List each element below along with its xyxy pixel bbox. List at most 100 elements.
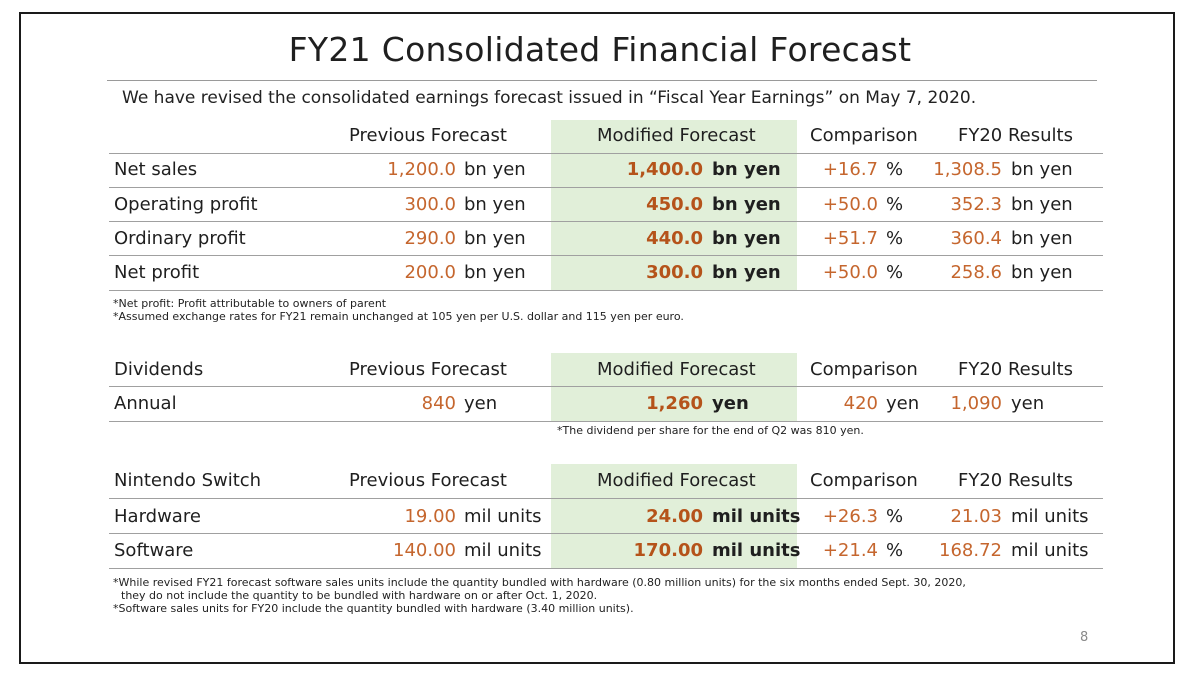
fy20-unit: bn yen	[1011, 194, 1073, 215]
modified-value: 450.0	[646, 194, 703, 215]
comparison-value: +50.0	[822, 194, 878, 215]
previous-unit: bn yen	[464, 262, 526, 283]
previous-unit: bn yen	[464, 194, 526, 215]
header-fy20-results: FY20 Results	[958, 359, 1073, 380]
row-label: Operating profit	[114, 194, 258, 215]
footnote: they do not include the quantity to be b…	[121, 589, 598, 602]
slide-title: FY21 Consolidated Financial Forecast	[288, 30, 912, 69]
modified-value: 440.0	[646, 228, 703, 249]
previous-value: 140.00	[393, 540, 456, 561]
table-rule	[109, 221, 1103, 222]
fy20-value: 360.4	[950, 228, 1002, 249]
table-rule	[109, 187, 1103, 188]
fy20-unit: yen	[1011, 393, 1045, 414]
comparison-value: 420	[843, 393, 878, 414]
fy20-value: 168.72	[939, 540, 1002, 561]
fy20-value: 21.03	[950, 506, 1002, 527]
comparison-value: +21.4	[822, 540, 878, 561]
comparison-unit: %	[886, 506, 904, 527]
row-label: Net sales	[114, 159, 198, 180]
previous-unit: bn yen	[464, 159, 526, 180]
fy20-value: 1,308.5	[933, 159, 1002, 180]
comparison-value: +16.7	[822, 159, 878, 180]
title-divider	[107, 80, 1097, 81]
previous-value: 290.0	[404, 228, 456, 249]
modified-value: 1,260	[646, 393, 703, 414]
comparison-value: +26.3	[822, 506, 878, 527]
table-rule	[109, 498, 1103, 499]
previous-unit: mil units	[464, 506, 542, 527]
fy20-unit: mil units	[1011, 540, 1089, 561]
row-label: Ordinary profit	[114, 228, 246, 249]
fy20-unit: bn yen	[1011, 228, 1073, 249]
modified-forecast-highlight	[551, 353, 797, 421]
comparison-unit: %	[886, 228, 904, 249]
fy20-value: 352.3	[950, 194, 1002, 215]
comparison-unit: yen	[886, 393, 920, 414]
row-label: Net profit	[114, 262, 200, 283]
header-comparison: Comparison	[810, 125, 918, 146]
section-label-nintendo-switch: Nintendo Switch	[114, 470, 262, 491]
previous-value: 840	[421, 393, 456, 414]
previous-value: 200.0	[404, 262, 456, 283]
previous-unit: bn yen	[464, 228, 526, 249]
modified-unit: bn yen	[712, 262, 781, 283]
modified-unit: bn yen	[712, 194, 781, 215]
previous-value: 19.00	[404, 506, 456, 527]
comparison-value: +50.0	[822, 262, 878, 283]
footnote: *Software sales units for FY20 include t…	[113, 602, 634, 615]
previous-value: 1,200.0	[387, 159, 456, 180]
header-modified-forecast: Modified Forecast	[597, 470, 756, 491]
row-label: Annual	[114, 393, 177, 414]
comparison-unit: %	[886, 540, 904, 561]
modified-forecast-highlight	[551, 464, 797, 568]
comparison-value: +51.7	[822, 228, 878, 249]
fy20-unit: bn yen	[1011, 159, 1073, 180]
table-rule	[109, 153, 1103, 154]
modified-unit: bn yen	[712, 228, 781, 249]
comparison-unit: %	[886, 159, 904, 180]
header-previous-forecast: Previous Forecast	[349, 470, 507, 491]
section-label-dividends: Dividends	[114, 359, 204, 380]
header-fy20-results: FY20 Results	[958, 125, 1073, 146]
fy20-value: 258.6	[950, 262, 1002, 283]
table-rule	[109, 533, 1103, 534]
header-fy20-results: FY20 Results	[958, 470, 1073, 491]
page-number: 8	[1080, 630, 1089, 645]
footnote: *Net profit: Profit attributable to owne…	[113, 297, 387, 310]
header-comparison: Comparison	[810, 470, 918, 491]
row-label: Hardware	[114, 506, 201, 527]
modified-value: 24.00	[646, 506, 703, 527]
table-rule	[109, 386, 1103, 387]
table-rule	[109, 290, 1103, 291]
fy20-value: 1,090	[950, 393, 1002, 414]
fy20-unit: bn yen	[1011, 262, 1073, 283]
footnote: *Assumed exchange rates for FY21 remain …	[113, 310, 684, 323]
header-previous-forecast: Previous Forecast	[349, 125, 507, 146]
fy20-unit: mil units	[1011, 506, 1089, 527]
comparison-unit: %	[886, 262, 904, 283]
comparison-unit: %	[886, 194, 904, 215]
table-rule	[109, 421, 1103, 422]
modified-unit: mil units	[712, 506, 801, 527]
footnote: *The dividend per share for the end of Q…	[557, 424, 864, 437]
slide-frame	[19, 12, 1175, 664]
modified-unit: bn yen	[712, 159, 781, 180]
row-label: Software	[114, 540, 194, 561]
table-rule	[109, 568, 1103, 569]
slide-subtitle: We have revised the consolidated earning…	[122, 88, 977, 108]
previous-value: 300.0	[404, 194, 456, 215]
header-modified-forecast: Modified Forecast	[597, 359, 756, 380]
modified-value: 1,400.0	[626, 159, 703, 180]
modified-forecast-highlight	[551, 120, 797, 291]
previous-unit: mil units	[464, 540, 542, 561]
modified-value: 300.0	[646, 262, 703, 283]
modified-unit: yen	[712, 393, 749, 414]
footnote: *While revised FY21 forecast software sa…	[113, 576, 966, 589]
modified-value: 170.00	[633, 540, 703, 561]
header-previous-forecast: Previous Forecast	[349, 359, 507, 380]
header-comparison: Comparison	[810, 359, 918, 380]
modified-unit: mil units	[712, 540, 801, 561]
previous-unit: yen	[464, 393, 498, 414]
table-rule	[109, 255, 1103, 256]
